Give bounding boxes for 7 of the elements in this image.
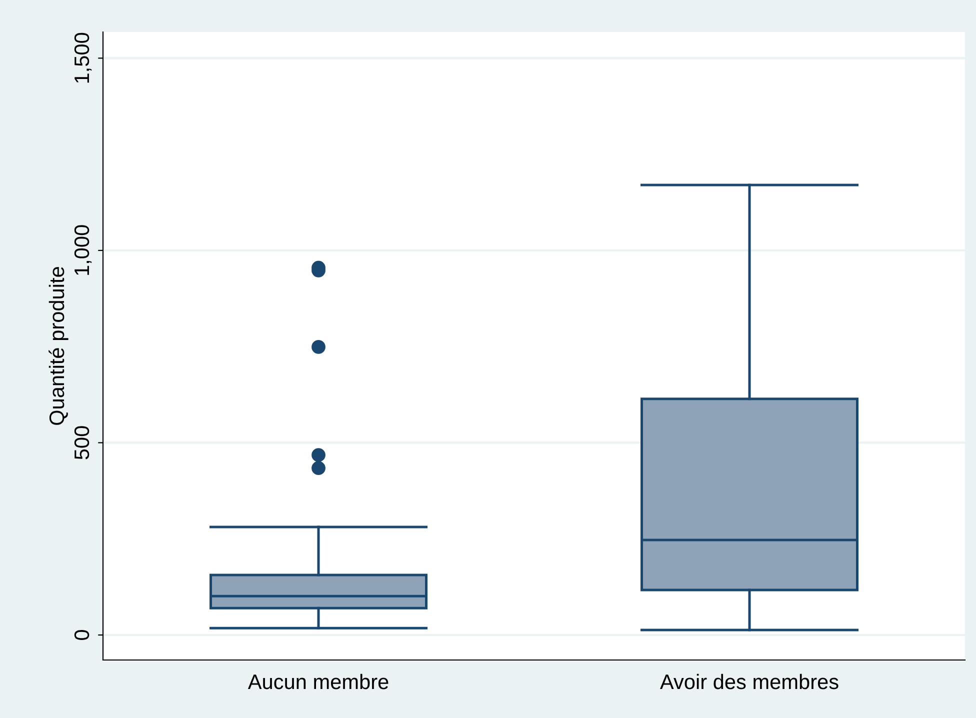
y-tick-label: 1,000	[74, 225, 92, 275]
y-tick-label: 1,500	[74, 32, 92, 83]
x-tick-label: Avoir des membres	[660, 674, 838, 690]
y-tick-label: 0	[74, 630, 90, 640]
x-tick-label: Aucun membre	[248, 674, 388, 690]
y-tick-label: 500	[74, 426, 90, 460]
y-axis-title: Quantité produite	[48, 267, 68, 425]
